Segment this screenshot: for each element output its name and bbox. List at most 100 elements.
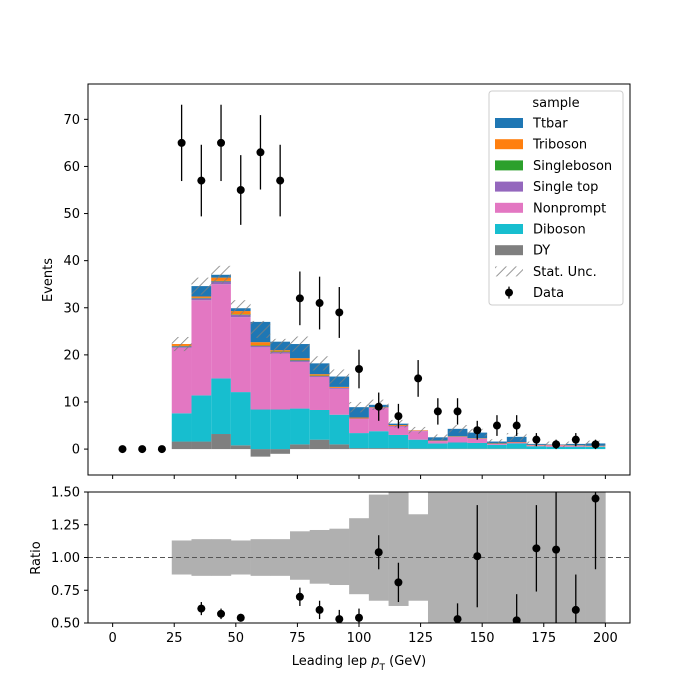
data-point — [157, 445, 166, 454]
legend-swatch — [495, 224, 523, 234]
stat-unc-band — [427, 434, 448, 441]
bar-nonprompt — [171, 347, 192, 414]
legend-data-marker — [505, 288, 513, 297]
stat-unc-band — [329, 369, 350, 384]
ratio-unc-band — [290, 531, 311, 580]
data-point — [118, 445, 127, 454]
legend-swatch — [495, 118, 523, 128]
bar-nonprompt — [290, 361, 310, 409]
bar-diboson — [349, 433, 369, 449]
bar-nonprompt — [309, 377, 330, 410]
data-point — [433, 407, 442, 416]
legend-label: Nonprompt — [533, 201, 606, 216]
bar-single-top — [309, 376, 330, 378]
ratio-unc-band — [211, 539, 232, 576]
bar-triboson — [191, 296, 212, 298]
y-tick-label: 1.50 — [51, 486, 80, 501]
bar-single-top — [329, 387, 350, 389]
y-tick-label: 40 — [63, 254, 80, 269]
bar-diboson — [368, 431, 389, 449]
data-point — [138, 445, 147, 454]
bar-diboson — [329, 414, 350, 445]
data-point — [197, 176, 206, 185]
stat-unc-band — [447, 425, 468, 433]
legend-label: Ttbar — [532, 117, 568, 132]
stat-unc-band — [250, 320, 271, 338]
y-tick-label: 30 — [63, 301, 80, 316]
bar-dy — [368, 448, 389, 450]
ratio-point — [591, 494, 600, 503]
x-tick-label: 125 — [408, 631, 433, 646]
y-tick-label: 1.00 — [51, 551, 80, 566]
data-point — [177, 138, 186, 147]
bar-single-top — [191, 298, 212, 301]
stat-unc-band — [191, 277, 212, 295]
ratio-unc-band — [171, 540, 192, 575]
data-point — [217, 138, 226, 147]
stat-unc-band — [211, 265, 231, 284]
legend-label: Stat. Unc. — [533, 265, 597, 280]
y-tick-label: 0 — [72, 443, 80, 458]
x-tick-label: 25 — [166, 631, 183, 646]
ratio-unc-band — [388, 492, 409, 606]
data-point — [374, 402, 383, 411]
ratio-point — [295, 592, 304, 601]
bar-diboson — [230, 392, 251, 446]
bar-diboson — [309, 409, 330, 440]
data-point — [355, 365, 363, 374]
ratio-point — [571, 605, 580, 614]
ratio-unc-band — [349, 518, 370, 595]
bar-single-top — [290, 360, 310, 362]
main-plot-area — [118, 104, 606, 457]
bar-nonprompt — [250, 347, 271, 410]
bar-diboson — [526, 446, 547, 450]
main-y-axis-label: Events — [41, 258, 56, 302]
main-y-axis: 0 10 20 30 40 50 60 70 — [63, 113, 88, 458]
legend-label: Single top — [533, 180, 598, 195]
bar-triboson — [309, 374, 330, 376]
bar-nonprompt — [487, 443, 507, 445]
legend-swatch — [495, 160, 523, 171]
data-point — [394, 412, 403, 421]
bar-diboson — [447, 442, 468, 449]
stat-unc-band — [290, 336, 310, 352]
bar-diboson — [270, 409, 291, 450]
bar-dy — [250, 449, 271, 457]
bar-diboson — [388, 434, 409, 449]
ratio-panel: 0.50 0.75 1.00 1.25 1.50 0 25 50 75 100 125 150 175… — [29, 486, 631, 673]
ratio-unc-band — [329, 528, 350, 586]
bar-single-top — [250, 345, 271, 348]
bar-dy — [349, 448, 369, 450]
legend-swatch — [495, 181, 523, 192]
ratio-point — [355, 613, 363, 622]
y-tick-label: 0.75 — [51, 584, 80, 599]
ratio-unc-band — [427, 492, 448, 623]
stat-unc-band — [506, 433, 527, 441]
data-point — [571, 435, 580, 444]
y-tick-label: 10 — [63, 395, 80, 410]
bar-dy — [270, 449, 291, 454]
ratio-point — [453, 615, 462, 623]
legend: sample Ttbar Triboson Singleboson Single to… — [488, 90, 624, 306]
data-point — [552, 440, 561, 449]
bar-diboson — [427, 443, 448, 449]
bar-diboson — [408, 439, 428, 449]
bar-triboson — [349, 417, 369, 419]
legend-label: Diboson — [533, 223, 586, 238]
stat-unc-band — [349, 401, 369, 413]
data-point — [236, 185, 245, 194]
x-tick-label: 150 — [470, 631, 495, 646]
legend-swatch-stat-unc — [495, 266, 523, 277]
data-point — [414, 374, 423, 383]
bar-dy — [309, 439, 330, 450]
legend-label: Data — [533, 286, 564, 301]
bar-nonprompt — [329, 388, 350, 415]
bar-diboson — [250, 409, 271, 450]
bar-dy — [329, 444, 350, 450]
bar-nonprompt — [467, 438, 488, 443]
data-point — [591, 440, 600, 449]
x-tick-label: 200 — [593, 631, 618, 646]
data-point — [492, 421, 501, 430]
legend-swatch — [495, 202, 523, 213]
